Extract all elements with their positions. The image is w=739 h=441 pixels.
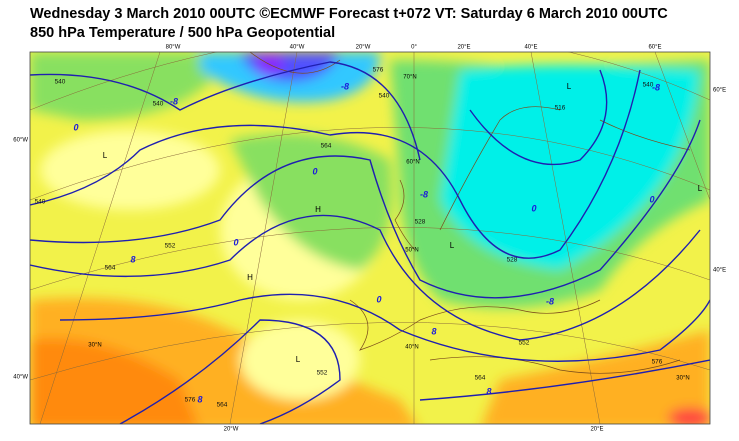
pressure-center: H xyxy=(247,273,253,282)
geopotential-label: 564 xyxy=(105,265,116,272)
pressure-center: L xyxy=(698,184,703,193)
latitude-label: 60°W xyxy=(13,138,28,144)
longitude-label: 20°W xyxy=(356,45,371,51)
latitude-label: 50°N xyxy=(405,248,418,254)
latitude-label: 40°E xyxy=(713,268,726,274)
temperature-label: -8 xyxy=(170,96,178,106)
temperature-label: -8 xyxy=(420,189,428,199)
geopotential-label: 552 xyxy=(519,340,530,347)
geopotential-label: 540 xyxy=(379,93,390,100)
temperature-label: 8 xyxy=(486,386,491,396)
geopotential-label: 552 xyxy=(317,370,328,377)
geopotential-label: 540 xyxy=(55,79,66,86)
longitude-label: 80°W xyxy=(166,45,181,51)
latitude-label: 40°N xyxy=(405,345,418,351)
pressure-center: H xyxy=(315,205,321,214)
latitude-label: 60°E xyxy=(713,88,726,94)
temperature-label: 0 xyxy=(233,237,238,247)
latitude-label: 40°W xyxy=(13,375,28,381)
latitude-label: 60°N xyxy=(406,160,419,166)
longitude-label: 40°W xyxy=(290,45,305,51)
longitude-label: 60°E xyxy=(648,45,661,51)
longitude-label: 20°W xyxy=(224,427,239,433)
geopotential-label: 540 xyxy=(643,82,654,89)
geopotential-label: 576 xyxy=(373,67,384,74)
longitude-label: 0° xyxy=(411,45,417,51)
geopotential-label: 576 xyxy=(652,359,663,366)
temperature-label: 8 xyxy=(130,254,135,264)
geopotential-label: 516 xyxy=(555,105,566,112)
longitude-label: 20°E xyxy=(457,45,470,51)
temperature-label: -8 xyxy=(546,296,554,306)
map-field xyxy=(30,52,710,424)
temperature-label: 0 xyxy=(73,122,78,132)
pressure-center: L xyxy=(567,82,572,91)
latitude-label: 30°N xyxy=(88,343,101,349)
temperature-label: 0 xyxy=(376,294,381,304)
temperature-label: -8 xyxy=(652,82,660,92)
temperature-label: 0 xyxy=(312,166,317,176)
geopotential-label: 552 xyxy=(165,243,176,250)
pressure-center: L xyxy=(296,355,301,364)
latitude-label: 70°N xyxy=(403,75,416,81)
latitude-label: 30°N xyxy=(676,376,689,382)
longitude-label: 20°E xyxy=(590,427,603,433)
subtitle: 850 hPa Temperature / 500 hPa Geopotenti… xyxy=(30,25,335,41)
geopotential-label: 576 xyxy=(185,397,196,404)
pressure-center: L xyxy=(103,151,108,160)
temperature-label: 8 xyxy=(431,326,436,336)
temperature-label: -8 xyxy=(341,81,349,91)
title: Wednesday 3 March 2010 00UTC ©ECMWF Fore… xyxy=(30,6,668,22)
geopotential-label: 564 xyxy=(217,402,228,409)
geopotential-isolines xyxy=(30,61,710,424)
longitude-label: 40°E xyxy=(524,45,537,51)
geopotential-label: 564 xyxy=(321,143,332,150)
temperature-label: 8 xyxy=(197,394,202,404)
geopotential-label: 528 xyxy=(415,219,426,226)
temperature-label: 0 xyxy=(649,194,654,204)
geopotential-label: 540 xyxy=(35,199,46,206)
geopotential-label: 540 xyxy=(153,101,164,108)
pressure-center: L xyxy=(450,241,455,250)
geopotential-label: 564 xyxy=(475,375,486,382)
temperature-label: 0 xyxy=(531,203,536,213)
geopotential-label: 528 xyxy=(507,257,518,264)
